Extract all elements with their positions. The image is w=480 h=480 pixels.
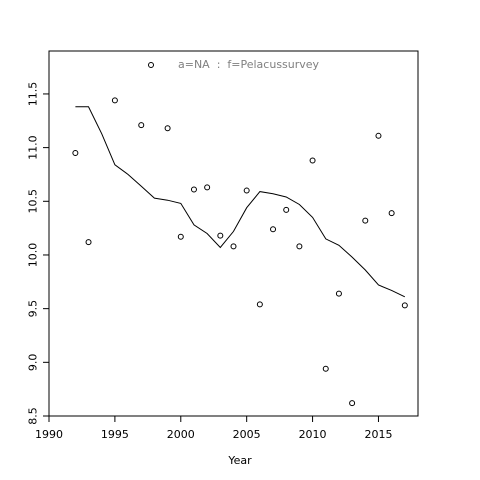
trend-line-layer <box>75 106 406 298</box>
y-tick-label: 9.0 <box>27 354 40 372</box>
data-point <box>72 149 79 156</box>
data-point <box>230 243 237 250</box>
legend-label: a=NA : f=Pelacussurvey <box>178 58 320 71</box>
y-tick-label: 11.0 <box>27 135 40 160</box>
x-tick-label: 1995 <box>101 428 129 441</box>
data-point <box>283 206 290 213</box>
data-point <box>204 184 211 191</box>
x-tick-label: 2010 <box>299 428 327 441</box>
data-point <box>401 302 408 309</box>
y-axis: 8.5 9.0 9.5 10.0 10.5 11.0 11.5 <box>27 82 49 425</box>
data-point <box>362 217 369 224</box>
legend-marker <box>148 62 154 68</box>
trend-line <box>75 106 406 298</box>
y-tick-label: 11.5 <box>27 82 40 107</box>
y-tick-label: 10.0 <box>27 243 40 268</box>
x-tick-label: 2015 <box>364 428 392 441</box>
data-point <box>335 290 342 297</box>
data-point <box>256 301 263 308</box>
data-point <box>388 210 395 217</box>
y-tick-label: 8.5 <box>27 407 40 425</box>
x-tick-label: 2005 <box>233 428 261 441</box>
data-point <box>349 400 356 407</box>
y-tick-label: 10.5 <box>27 189 40 214</box>
data-point <box>309 157 316 164</box>
data-point <box>164 125 171 132</box>
x-axis: 1990 1995 2000 2005 2010 2015 <box>35 416 392 441</box>
data-point <box>217 232 224 239</box>
data-point <box>85 239 92 246</box>
data-point <box>270 226 277 233</box>
data-point <box>111 97 118 104</box>
data-point <box>375 132 382 139</box>
data-point <box>243 187 250 194</box>
data-point <box>296 243 303 250</box>
x-axis-title: Year <box>227 454 252 467</box>
data-point <box>138 122 145 129</box>
data-point <box>190 186 197 193</box>
plot-frame <box>48 50 419 417</box>
data-point <box>322 365 329 372</box>
x-tick-label: 1990 <box>35 428 63 441</box>
points-layer <box>72 97 408 407</box>
data-point <box>177 233 184 240</box>
x-tick-label: 2000 <box>167 428 195 441</box>
legend: a=NA : f=Pelacussurvey <box>148 58 320 71</box>
y-tick-label: 9.5 <box>27 300 40 318</box>
